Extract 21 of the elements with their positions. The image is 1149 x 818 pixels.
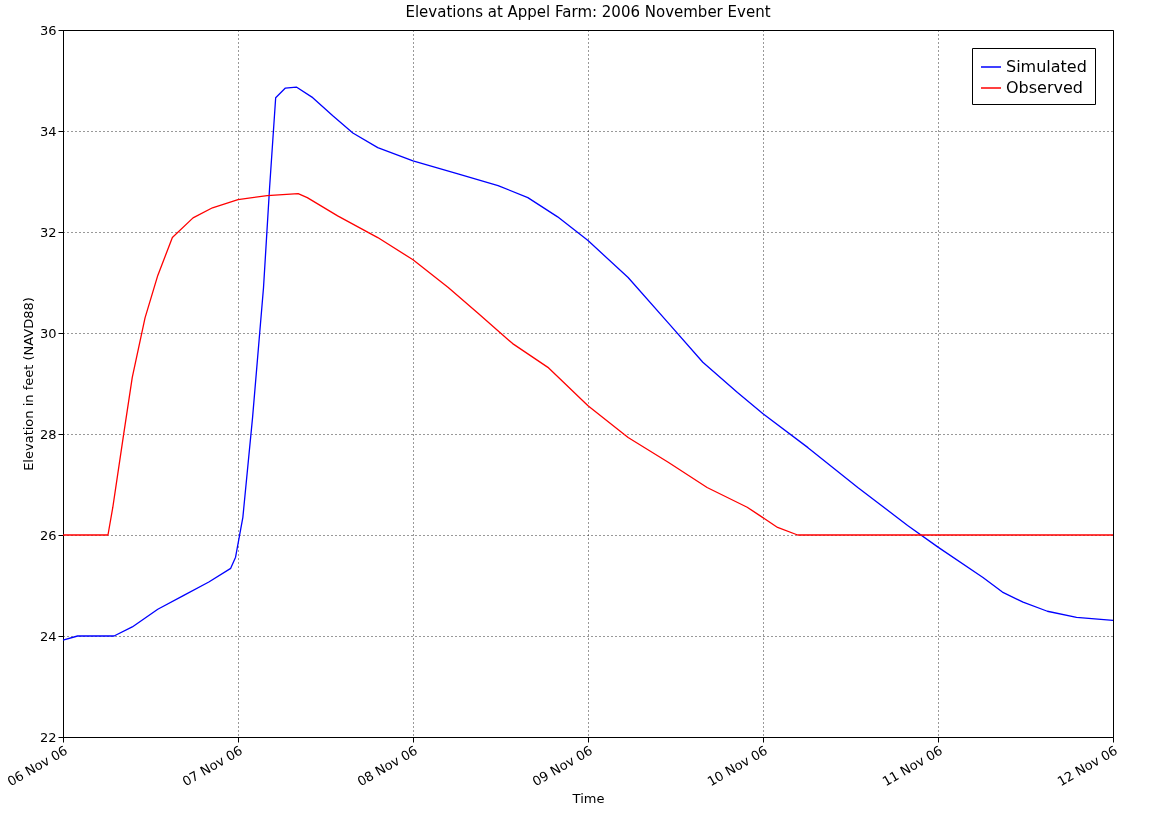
x-tick-label: 08 Nov 06 <box>354 742 420 790</box>
y-tick-label: 22 <box>39 729 57 745</box>
y-axis-title: Elevation in feet (NAVD88) <box>20 297 36 471</box>
line-series <box>62 192 1114 536</box>
y-tick-label: 32 <box>39 224 57 240</box>
y-tick-label: 28 <box>39 426 57 442</box>
x-tick-label: 07 Nov 06 <box>179 742 245 790</box>
x-tick-label: 11 Nov 06 <box>879 742 945 790</box>
y-tick-label: 34 <box>39 123 57 139</box>
x-axis-title: Time <box>571 791 605 807</box>
x-tick-label: 10 Nov 06 <box>704 742 770 790</box>
y-tick-label: 24 <box>39 628 57 644</box>
chart-title: Elevations at Appel Farm: 2006 November Event <box>405 3 771 21</box>
y-tick-label: 26 <box>39 527 57 543</box>
x-tick-label: 06 Nov 06 <box>4 742 70 790</box>
legend-label: Simulated <box>1006 57 1087 76</box>
legend-label: Observed <box>1006 78 1083 97</box>
y-tick-label: 30 <box>39 325 57 341</box>
x-tick-label: 09 Nov 06 <box>529 742 595 790</box>
x-tick-label: 12 Nov 06 <box>1054 742 1120 790</box>
y-tick-label: 36 <box>39 22 57 38</box>
